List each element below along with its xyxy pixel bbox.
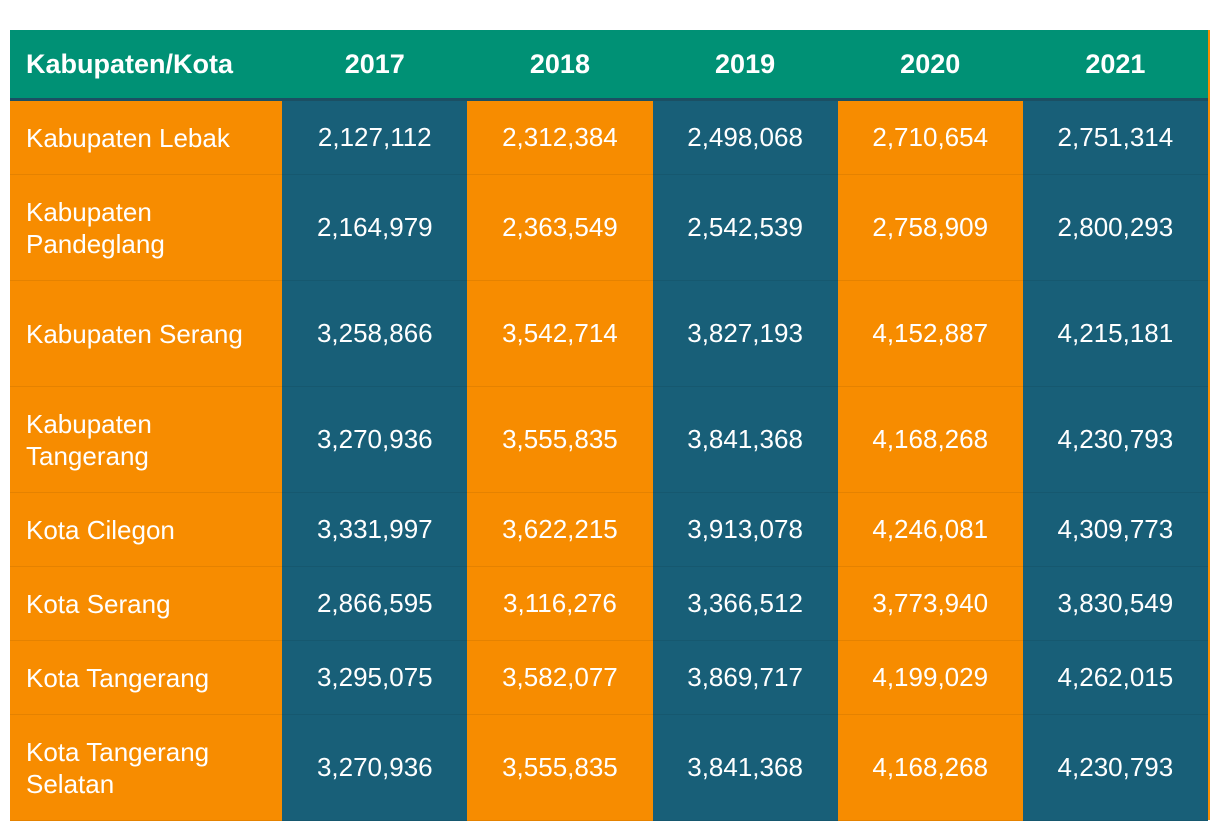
table-cell: 4,230,793 <box>1022 714 1208 821</box>
table-cell: 4,230,793 <box>1022 386 1208 493</box>
table-row: Kota Tangerang 3,295,075 3,582,077 3,869… <box>10 640 1208 715</box>
table-row: Kabupaten Serang 3,258,866 3,542,714 3,8… <box>10 280 1208 387</box>
table-cell: 2,164,979 <box>282 174 468 281</box>
table-cell: 2,498,068 <box>652 99 838 175</box>
table-cell: 3,830,549 <box>1022 566 1208 641</box>
row-label: Kota Tangerang Selatan <box>10 714 283 821</box>
table-row: Kabupaten Tangerang 3,270,936 3,555,835 … <box>10 386 1208 493</box>
table-cell: 2,542,539 <box>652 174 838 281</box>
column-header-2019: 2019 <box>652 30 838 101</box>
row-label: Kota Serang <box>10 566 283 641</box>
table-cell: 4,152,887 <box>837 280 1023 387</box>
table-cell: 2,710,654 <box>837 99 1023 175</box>
table-row: Kabupaten Lebak 2,127,112 2,312,384 2,49… <box>10 99 1208 175</box>
table-cell: 3,773,940 <box>837 566 1023 641</box>
column-header-2021: 2021 <box>1022 30 1208 101</box>
row-label: Kota Cilegon <box>10 492 283 567</box>
table-cell: 3,366,512 <box>652 566 838 641</box>
table-row: Kota Cilegon 3,331,997 3,622,215 3,913,0… <box>10 492 1208 567</box>
column-header-2018: 2018 <box>467 30 653 101</box>
table-cell: 4,168,268 <box>837 714 1023 821</box>
table-cell: 3,270,936 <box>282 386 468 493</box>
data-table-container: Kabupaten/Kota 2017 2018 2019 2020 2021 … <box>10 30 1210 821</box>
table-cell: 2,758,909 <box>837 174 1023 281</box>
data-table: Kabupaten/Kota 2017 2018 2019 2020 2021 … <box>10 30 1208 821</box>
table-cell: 2,363,549 <box>467 174 653 281</box>
column-header-region: Kabupaten/Kota <box>10 30 283 101</box>
table-cell: 2,800,293 <box>1022 174 1208 281</box>
table-cell: 3,258,866 <box>282 280 468 387</box>
column-header-2017: 2017 <box>282 30 468 101</box>
column-header-2020: 2020 <box>837 30 1023 101</box>
table-cell: 2,312,384 <box>467 99 653 175</box>
table-cell: 3,827,193 <box>652 280 838 387</box>
table-cell: 4,246,081 <box>837 492 1023 567</box>
table-row: Kota Tangerang Selatan 3,270,936 3,555,8… <box>10 714 1208 821</box>
table-cell: 3,841,368 <box>652 386 838 493</box>
table-row: Kota Serang 2,866,595 3,116,276 3,366,51… <box>10 566 1208 641</box>
header-row: Kabupaten/Kota 2017 2018 2019 2020 2021 <box>10 30 1208 101</box>
table-cell: 3,555,835 <box>467 714 653 821</box>
table-cell: 3,542,714 <box>467 280 653 387</box>
table-cell: 3,331,997 <box>282 492 468 567</box>
table-row: Kabupaten Pandeglang 2,164,979 2,363,549… <box>10 174 1208 281</box>
table-cell: 4,168,268 <box>837 386 1023 493</box>
row-label: Kabupaten Lebak <box>10 99 283 175</box>
table-cell: 3,841,368 <box>652 714 838 821</box>
table-cell: 2,751,314 <box>1022 99 1208 175</box>
table-cell: 4,199,029 <box>837 640 1023 715</box>
table-cell: 3,622,215 <box>467 492 653 567</box>
table-cell: 3,555,835 <box>467 386 653 493</box>
row-label: Kabupaten Serang <box>10 280 283 387</box>
table-cell: 3,270,936 <box>282 714 468 821</box>
table-cell: 3,913,078 <box>652 492 838 567</box>
table-cell: 3,869,717 <box>652 640 838 715</box>
table-cell: 3,116,276 <box>467 566 653 641</box>
row-label: Kota Tangerang <box>10 640 283 715</box>
table-cell: 2,127,112 <box>282 99 468 175</box>
table-cell: 3,295,075 <box>282 640 468 715</box>
table-cell: 2,866,595 <box>282 566 468 641</box>
row-label: Kabupaten Tangerang <box>10 386 283 493</box>
row-label: Kabupaten Pandeglang <box>10 174 283 281</box>
table-cell: 4,309,773 <box>1022 492 1208 567</box>
table-cell: 4,262,015 <box>1022 640 1208 715</box>
table-cell: 4,215,181 <box>1022 280 1208 387</box>
table-cell: 3,582,077 <box>467 640 653 715</box>
